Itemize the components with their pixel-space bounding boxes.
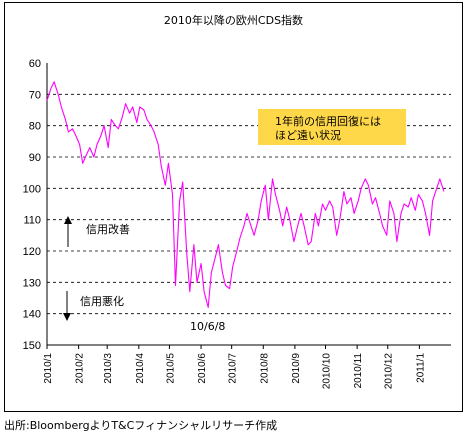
annotation-box-line-2: ほど遠い状況 (275, 128, 341, 142)
y-tick-label: 110 (23, 215, 41, 227)
annotation-box (258, 109, 406, 145)
y-tick-labels: 60 70 80 90 100 110 120 130 140 150 (23, 58, 41, 352)
y-tick-label: 120 (23, 246, 41, 258)
y-tick-label: 80 (29, 121, 41, 133)
y-tick-label: 100 (23, 183, 41, 195)
x-tick-label: 2010/12 (384, 353, 395, 390)
series-group (46, 81, 445, 308)
y-tick-label: 140 (23, 309, 41, 321)
y-tick-label: 90 (29, 152, 41, 164)
x-tick-label: 2010/11 (353, 353, 364, 389)
x-tick-label: 2010/6 (197, 353, 208, 384)
x-tick-label: 2010/4 (135, 353, 146, 384)
x-tick-label: 2010/1 (43, 353, 54, 384)
low-point-label: 10/6/8 (190, 320, 225, 333)
down-arrow-head (63, 313, 71, 321)
x-tick-label: 2011/1 (415, 353, 426, 383)
x-tick-labels: 2010/1 2010/2 2010/3 2010/4 2010/5 2010/6 2010… (43, 345, 426, 389)
x-tick-label: 2010/3 (103, 353, 114, 384)
x-tick-label: 2010/7 (228, 353, 239, 384)
y-tick-label: 60 (29, 58, 41, 70)
down-label: 信用悪化 (80, 294, 124, 308)
series-line (46, 81, 445, 308)
chart-title: 2010年以降の欧州CDS指数 (163, 14, 304, 27)
annotation-box-line-1: 1年前の信用回復には (275, 114, 381, 128)
x-tick-label: 2010/9 (291, 353, 302, 384)
chart-frame (4, 2, 463, 412)
y-tick-label: 150 (23, 340, 41, 352)
y-tick-label: 70 (29, 89, 41, 101)
up-arrow-head (64, 216, 72, 224)
x-tick-label: 2010/8 (259, 353, 270, 384)
y-tick-label: 130 (23, 277, 41, 289)
up-label: 信用改善 (86, 222, 130, 236)
source-note: 出所:BloombergよりT&Cフィナンシャルリサーチ作成 (4, 419, 278, 432)
x-tick-label: 2010/2 (75, 353, 86, 384)
x-tick-label: 2010/10 (322, 353, 333, 390)
x-tick-label: 2010/5 (165, 353, 176, 384)
